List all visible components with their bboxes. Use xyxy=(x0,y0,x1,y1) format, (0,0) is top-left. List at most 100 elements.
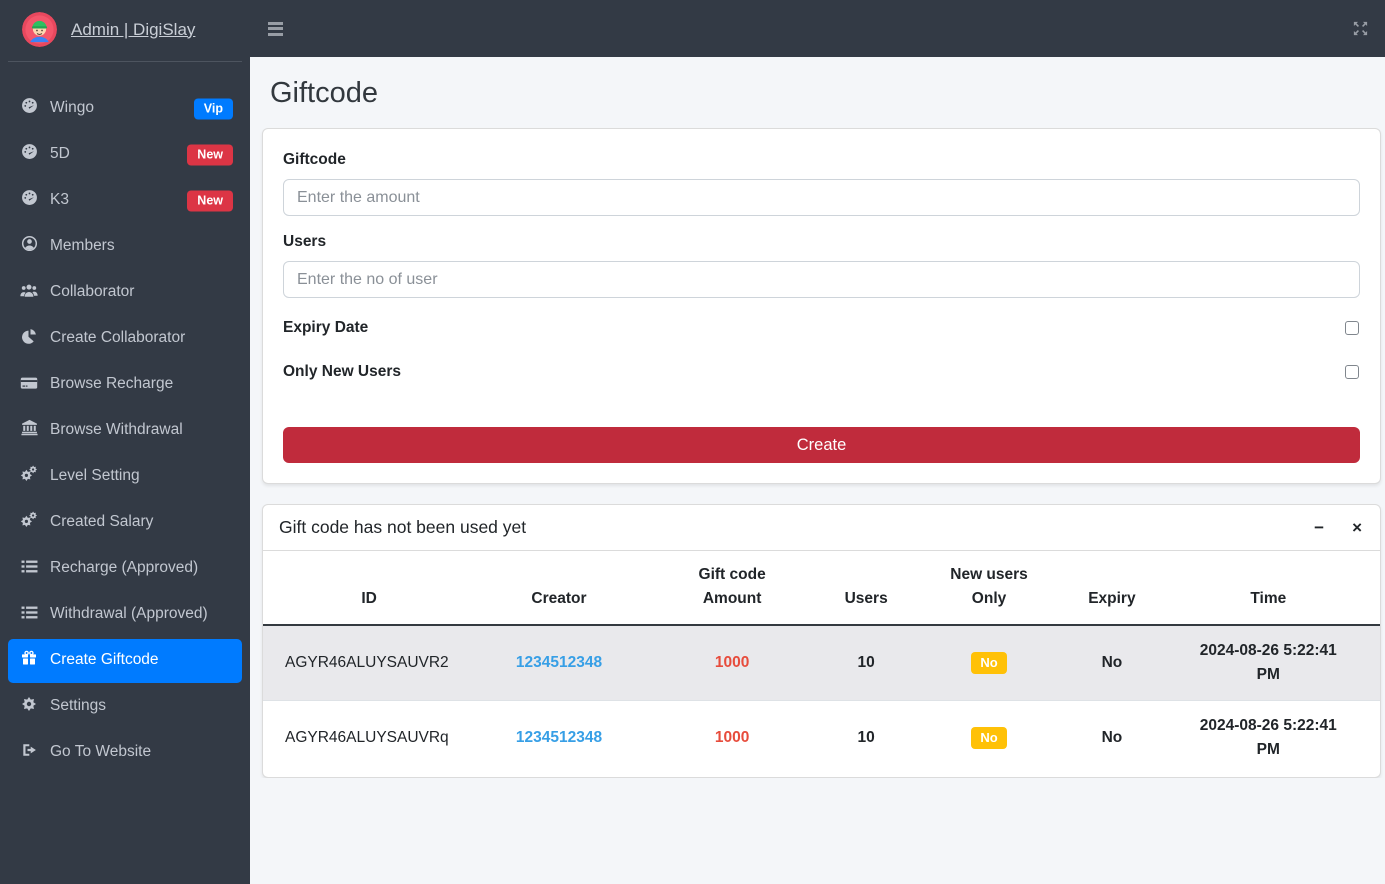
users-value: 10 xyxy=(857,654,875,672)
time-value: 2024-08-26 5:22:41 PM xyxy=(1199,717,1337,759)
table-row: AGYR46ALUYSAUVRq 1234512348 1000 10 No N… xyxy=(263,700,1380,776)
creator-cell: 1234512348 xyxy=(475,625,643,701)
pie-chart-icon xyxy=(16,328,42,352)
tachometer-icon xyxy=(16,143,42,168)
list-icon xyxy=(16,604,42,628)
expiry-date-checkbox[interactable] xyxy=(1345,321,1359,335)
only-new-users-label: Only New Users xyxy=(283,363,402,380)
sidebar-item-withdrawal-approved[interactable]: Withdrawal (Approved) xyxy=(8,593,242,637)
sidebar-item-label: K3 xyxy=(50,191,69,208)
sidebar-item-wingo[interactable]: Wingo Vip xyxy=(8,87,242,131)
users-label: Users xyxy=(283,233,327,250)
collapse-icon[interactable]: − xyxy=(1314,518,1325,537)
list-icon xyxy=(16,558,42,582)
giftcode-amount-input[interactable] xyxy=(283,179,1360,216)
sidebar-item-label: Browse Recharge xyxy=(50,375,174,392)
sidebar-item-5d[interactable]: 5D New xyxy=(8,133,242,177)
creator-link[interactable]: 1234512348 xyxy=(515,654,603,672)
column-header-amount: Gift code Amount xyxy=(642,551,822,627)
card-title: Gift code has not been used yet xyxy=(279,517,527,537)
expiry-value: No xyxy=(1101,729,1123,747)
sidebar-item-label: Withdrawal (Approved) xyxy=(50,605,208,622)
column-header-users: Users xyxy=(821,551,911,627)
sidebar-item-label: Go To Website xyxy=(50,743,152,760)
card-header: Gift code has not been used yet − × xyxy=(263,505,1380,551)
table-header-row: ID Creator Gift code Amount Users New us… xyxy=(263,551,1380,627)
cogs-icon xyxy=(16,511,42,536)
sidebar-item-label: Create Giftcode xyxy=(50,651,159,668)
create-button[interactable]: Create xyxy=(283,427,1360,463)
time-cell: 2024-08-26 5:22:41 PM xyxy=(1157,701,1380,776)
giftcode-form-card: Giftcode Users Expiry Date Only New User… xyxy=(262,128,1381,484)
sign-out-icon xyxy=(16,742,42,766)
only-new-users-checkbox[interactable] xyxy=(1345,365,1359,379)
expiry-date-label: Expiry Date xyxy=(283,319,369,336)
sidebar-item-browse-withdrawal[interactable]: Browse Withdrawal xyxy=(8,409,242,453)
user-circle-icon xyxy=(16,235,42,260)
cogs-icon xyxy=(16,465,42,490)
admin-avatar xyxy=(22,12,57,47)
sidebar-item-label: Recharge (Approved) xyxy=(50,559,199,576)
close-icon[interactable]: × xyxy=(1352,518,1362,537)
column-header-new-users-only: New users Only xyxy=(910,551,1068,627)
credit-card-icon xyxy=(16,374,42,398)
page-title: Giftcode xyxy=(270,77,378,109)
sidebar-item-label: Wingo xyxy=(50,99,94,116)
sidebar-item-collaborator[interactable]: Collaborator xyxy=(8,271,242,315)
sidebar-item-created-salary[interactable]: Created Salary xyxy=(8,501,242,545)
sidebar-item-level-setting[interactable]: Level Setting xyxy=(8,455,242,499)
sidebar-item-label: Create Collaborator xyxy=(50,329,186,346)
new-users-only-badge: No xyxy=(971,727,1007,750)
column-header-id: ID xyxy=(263,551,476,627)
giftcode-list-card: Gift code has not been used yet − × ID C… xyxy=(262,504,1381,779)
creator-cell: 1234512348 xyxy=(475,701,643,776)
new-badge: New xyxy=(187,190,233,212)
bank-icon xyxy=(16,419,42,444)
tachometer-icon xyxy=(16,189,42,214)
creator-link[interactable]: 1234512348 xyxy=(515,729,603,747)
gift-icon xyxy=(16,650,42,674)
topbar xyxy=(250,0,1385,57)
sidebar-item-recharge-approved[interactable]: Recharge (Approved) xyxy=(8,547,242,591)
card-tools: − × xyxy=(1314,519,1362,536)
sidebar-item-go-to-website[interactable]: Go To Website xyxy=(8,731,242,775)
sidebar-item-label: Settings xyxy=(50,697,107,714)
amount-value: 1000 xyxy=(714,654,750,672)
column-header-expiry: Expiry xyxy=(1067,551,1157,627)
giftcodes-table: ID Creator Gift code Amount Users New us… xyxy=(263,551,1380,775)
brand-link[interactable]: Admin | DigiSlay xyxy=(71,19,196,39)
sidebar-item-label: Created Salary xyxy=(50,513,154,530)
sidebar-item-settings[interactable]: Settings xyxy=(8,685,242,729)
new-users-only-cell: No xyxy=(911,625,1067,701)
users-value: 10 xyxy=(857,729,875,747)
sidebar-item-create-giftcode[interactable]: Create Giftcode xyxy=(8,639,242,683)
column-header-time: Time xyxy=(1156,551,1380,627)
users-icon xyxy=(16,282,42,306)
page-content: Giftcode Giftcode Users Expiry Date Only… xyxy=(250,57,1385,779)
vip-badge: Vip xyxy=(193,98,233,120)
expiry-date-row: Expiry Date xyxy=(283,319,1360,337)
column-header-creator: Creator xyxy=(475,551,643,627)
new-badge: New xyxy=(187,144,233,166)
amount-value: 1000 xyxy=(714,729,750,747)
sidebar-item-label: 5D xyxy=(50,145,70,162)
sidebar: Admin | DigiSlay Wingo Vip 5D New K3 New xyxy=(0,0,250,884)
new-users-only-badge: No xyxy=(971,652,1007,675)
time-cell: 2024-08-26 5:22:41 PM xyxy=(1157,625,1380,701)
sidebar-item-k3[interactable]: K3 New xyxy=(8,179,242,223)
sidebar-item-browse-recharge[interactable]: Browse Recharge xyxy=(8,363,242,407)
giftcode-id: AGYR46ALUYSAUVR2 xyxy=(285,654,449,672)
users-count-input[interactable] xyxy=(283,261,1360,298)
sidebar-item-label: Members xyxy=(50,237,115,254)
brand: Admin | DigiSlay xyxy=(8,0,242,62)
gear-icon xyxy=(16,696,42,720)
sidebar-item-label: Collaborator xyxy=(50,283,135,300)
expiry-value: No xyxy=(1101,654,1123,672)
sidebar-item-create-collaborator[interactable]: Create Collaborator xyxy=(8,317,242,361)
hamburger-menu-icon[interactable] xyxy=(266,15,285,42)
sidebar-item-members[interactable]: Members xyxy=(8,225,242,269)
fullscreen-expand-icon[interactable] xyxy=(1352,20,1369,37)
only-new-users-row: Only New Users xyxy=(283,363,1360,381)
new-users-only-cell: No xyxy=(911,701,1067,776)
